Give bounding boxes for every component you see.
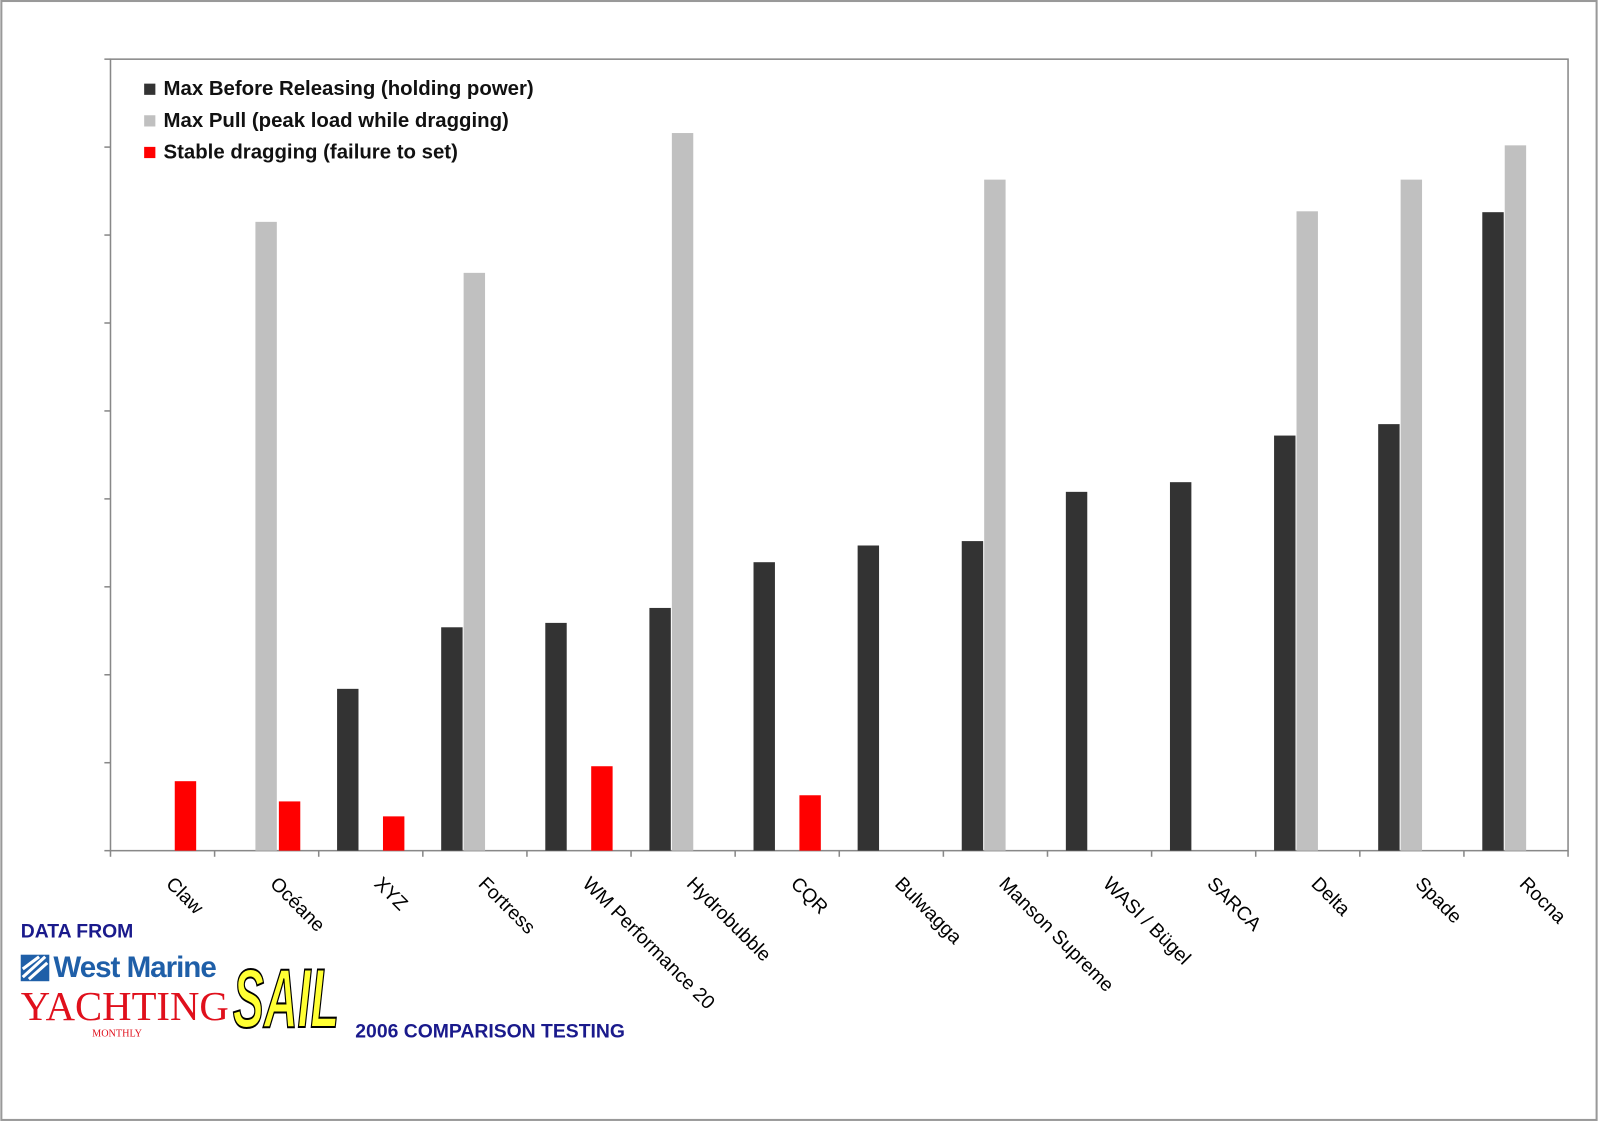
bar xyxy=(278,801,301,851)
legend-label: Max Pull (peak load while dragging) xyxy=(164,110,509,132)
bar xyxy=(382,816,405,851)
bar xyxy=(1296,211,1318,851)
bar xyxy=(649,607,671,851)
bar xyxy=(799,795,821,851)
bar xyxy=(857,545,880,851)
bar xyxy=(545,622,567,851)
bar xyxy=(1504,145,1527,851)
bar xyxy=(671,133,694,851)
bar xyxy=(463,272,486,851)
sail: SAIL xyxy=(233,951,339,1045)
legend-swatch xyxy=(144,115,156,127)
legend-label: Max Before Releasing (holding power) xyxy=(164,78,534,100)
west-marine-icon xyxy=(20,954,50,982)
legend-swatch xyxy=(144,83,156,95)
bar xyxy=(591,766,613,851)
yachting: YACHTING xyxy=(21,984,229,1029)
bar xyxy=(1378,424,1400,851)
bar xyxy=(984,179,1006,851)
west-marine: West Marine xyxy=(53,951,216,984)
source-label: DATA FROM xyxy=(21,920,134,942)
bar xyxy=(255,221,277,851)
monthly: MONTHLY xyxy=(92,1029,143,1040)
bar xyxy=(441,627,463,851)
bar xyxy=(961,541,984,851)
bar xyxy=(1482,212,1504,851)
legend-swatch xyxy=(144,146,156,159)
bar xyxy=(1065,491,1088,851)
bar xyxy=(1169,482,1192,851)
footer: DATA FROM West Marine YACHTING MONTHLY S… xyxy=(20,920,625,1046)
bar xyxy=(753,562,775,851)
bar xyxy=(1400,179,1423,851)
bar xyxy=(337,688,359,851)
bar xyxy=(1274,435,1296,851)
testing: 2006 COMPARISON TESTING xyxy=(355,1020,625,1042)
bar xyxy=(174,781,197,851)
legend-label: Stable dragging (failure to set) xyxy=(164,141,458,163)
